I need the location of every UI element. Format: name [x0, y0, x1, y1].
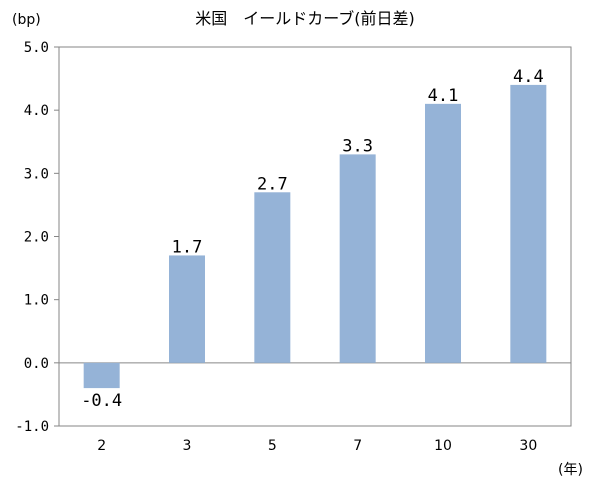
y-tick-label: 3.0: [24, 166, 49, 182]
bar: [339, 154, 376, 363]
data-label: 2.7: [257, 174, 288, 194]
plot-area: 5.0 4.0 3.0 2.0 1.0 0.0 -1.0 -0.4 2 1.7 3 2.7 5 3.3 7 4…: [15, 40, 572, 454]
data-label: 4.1: [428, 86, 459, 106]
x-tick-label: 30: [519, 438, 537, 454]
data-label: -0.4: [81, 391, 122, 411]
x-tick-label: 5: [268, 438, 277, 454]
bar: [169, 255, 205, 363]
bar: [425, 103, 461, 363]
data-label: 4.4: [513, 67, 544, 87]
y-tick-label: 1.0: [24, 293, 49, 309]
x-axis-label: (年): [558, 462, 583, 478]
y-tick-label: 2.0: [24, 230, 49, 246]
x-tick-label: 2: [97, 438, 106, 454]
x-tick-label: 7: [353, 438, 362, 454]
data-label: 1.7: [172, 237, 203, 257]
y-tick-label: -1.0: [15, 419, 49, 435]
y-tick-label: 4.0: [24, 103, 49, 119]
bar: [510, 84, 547, 363]
data-label: 3.3: [342, 136, 373, 156]
x-tick-label: 3: [183, 438, 192, 454]
y-tick-label: 0.0: [24, 356, 49, 372]
y-tick-label: 5.0: [24, 40, 49, 56]
plot-frame: [58, 46, 572, 427]
y-axis-label: (bp): [12, 12, 41, 28]
bar: [83, 362, 120, 389]
x-tick-label: 10: [434, 438, 452, 454]
chart-title: 米国 イールドカーブ(前日差): [195, 9, 415, 28]
bar: [254, 192, 291, 363]
